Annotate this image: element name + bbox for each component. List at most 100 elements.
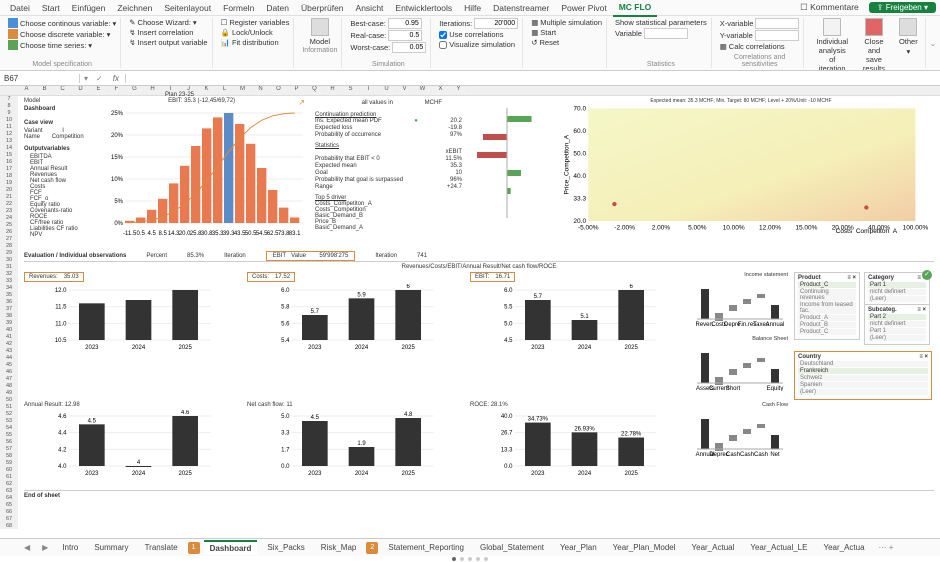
check-icon: ✓ [922, 270, 932, 280]
svg-text:6.0: 6.0 [504, 288, 513, 294]
choose-continuous[interactable]: Choose continous variable: ▾ [8, 18, 116, 28]
realcase-input[interactable] [388, 30, 422, 41]
sheet-nav-next[interactable]: ▶ [38, 543, 52, 552]
choose-discrete[interactable]: Choose discrete variable: ▾ [8, 29, 116, 39]
close-save[interactable]: Close and save results [858, 18, 890, 71]
svg-text:34.73%: 34.73% [528, 417, 549, 423]
sheet-tab-year_actua[interactable]: Year_Actua [817, 541, 870, 554]
reset-sim[interactable]: ↺ Reset [531, 38, 602, 47]
svg-text:22.78%: 22.78% [621, 432, 642, 438]
name-box[interactable]: B67 [0, 74, 80, 83]
sheet-tab-intro[interactable]: Intro [56, 541, 84, 554]
filters: Product≡ × Product_CContinuing revenuesI… [794, 272, 934, 400]
insert-output[interactable]: ↯ Insert output variable [129, 38, 207, 47]
svg-text:4.8: 4.8 [404, 412, 413, 418]
ribbon: Choose continous variable: ▾ Choose disc… [0, 16, 940, 71]
svg-text:2025: 2025 [178, 345, 192, 350]
tab-einfuegen[interactable]: Einfügen [66, 0, 112, 16]
tab-ansicht[interactable]: Ansicht [350, 0, 390, 16]
use-correlations-check[interactable]: Use correlations [439, 30, 518, 39]
tab-ueberpruefen[interactable]: Überprüfen [295, 0, 350, 16]
yvar-input[interactable] [755, 30, 799, 41]
formula-input[interactable] [126, 74, 940, 83]
sheet-tab-year_plan[interactable]: Year_Plan [554, 541, 603, 554]
svg-text:10.00%: 10.00% [723, 225, 745, 232]
multiple-sim[interactable]: ▦ Multiple simulation [531, 18, 602, 27]
register-vars[interactable]: ☐ Register variables [221, 18, 290, 27]
svg-text:20%: 20% [111, 133, 124, 139]
svg-text:5.0: 5.0 [504, 321, 513, 327]
sheet-tab-translate[interactable]: Translate [139, 541, 184, 554]
sheet-tabs: ◀ ▶ IntroSummaryTranslate1DashboardSix_P… [0, 538, 940, 556]
filter-country[interactable]: Country≡ × DeutschlandFrankreichSchweizS… [794, 351, 932, 400]
show-stats[interactable]: Show statistical parameters [615, 18, 707, 27]
tab-daten[interactable]: Daten [260, 0, 295, 16]
ribbon-collapse-icon[interactable]: ⌄ [930, 39, 936, 48]
svg-text:83.1: 83.1 [289, 231, 301, 237]
tab-formeln[interactable]: Formeln [217, 0, 260, 16]
svg-text:40.00%: 40.00% [868, 225, 890, 232]
tab-seitenlayout[interactable]: Seitenlayout [158, 0, 217, 16]
formula-bar: B67 ▾ ✓ fx [0, 71, 940, 86]
tab-powerpivot[interactable]: Power Pivot [555, 0, 612, 16]
individual-analysis[interactable]: Individual analysis of iteration [812, 18, 852, 71]
worstcase-input[interactable] [392, 42, 426, 53]
svg-text:5.6: 5.6 [281, 321, 290, 327]
filter-subcategory[interactable]: Subcateg.≡ × Part 2nicht definiertPart 1… [864, 304, 930, 346]
svg-text:Cash: Cash [740, 452, 754, 457]
insert-correlation[interactable]: ↯ Insert correlation [129, 28, 207, 37]
svg-text:2024: 2024 [132, 345, 146, 350]
sheet-tab-year_actual[interactable]: Year_Actual [686, 541, 741, 554]
comments-button[interactable]: ☐ Kommentare [794, 2, 865, 13]
filter-product[interactable]: Product≡ × Product_CContinuing revenuesI… [794, 272, 860, 340]
svg-text:1.9: 1.9 [357, 441, 366, 447]
sheet-nav-prev[interactable]: ◀ [20, 543, 34, 552]
xvar-input[interactable] [755, 18, 799, 29]
tab-entwickler[interactable]: Entwicklertools [389, 0, 458, 16]
choose-wizard[interactable]: ✎ Choose Wizard: ▾ [129, 18, 207, 27]
svg-text:0.5: 0.5 [137, 231, 146, 237]
fx-icon[interactable]: fx [107, 74, 126, 83]
share-button[interactable]: ⇪ Freigeben ▾ [869, 2, 936, 13]
sheet-tab-dashboard[interactable]: Dashboard [204, 540, 258, 555]
costs-panel: Costs:17.52 5.45.65.86.05.720235.9202462… [247, 272, 464, 356]
svg-text:2023: 2023 [308, 471, 322, 476]
sheet-tab-year_plan_model[interactable]: Year_Plan_Model [607, 541, 682, 554]
tab-datei[interactable]: Datei [4, 0, 36, 16]
svg-text:2.00%: 2.00% [652, 225, 671, 232]
start-sim[interactable]: ▦ Start [531, 28, 602, 37]
net-cashflow-panel: Net cash flow: 11 0.01.73.35.04.520231.9… [247, 402, 464, 486]
sheet-add[interactable]: ⋯ + [879, 543, 894, 552]
tab-mcflo[interactable]: MC FLO [613, 0, 658, 17]
sheet-tab-summary[interactable]: Summary [88, 541, 134, 554]
tab-start[interactable]: Start [36, 0, 66, 16]
variable-input[interactable] [644, 28, 688, 39]
model-button[interactable]: Model [302, 18, 337, 46]
tab-hilfe[interactable]: Hilfe [458, 0, 487, 16]
svg-text:2024: 2024 [355, 471, 369, 476]
lock-unlock[interactable]: 🔒 Lock/Unlock [221, 28, 290, 37]
iterations-input[interactable] [474, 18, 518, 29]
sheet-tab-global_statement[interactable]: Global_Statement [474, 541, 550, 554]
svg-text:12.0: 12.0 [55, 288, 67, 294]
sheet-tab-risk_map[interactable]: Risk_Map [315, 541, 363, 554]
roce-panel: ROCE: 28.1% 0.013.326.740.02023202420253… [470, 402, 687, 486]
bestcase-input[interactable] [388, 18, 422, 29]
calc-correlations[interactable]: ▦ Calc correlations [720, 42, 800, 51]
svg-text:11.0: 11.0 [55, 321, 67, 327]
sheet-tab-six_packs[interactable]: Six_Packs [261, 541, 310, 554]
choose-timeseries[interactable]: Choose time series: ▾ [8, 40, 116, 50]
ribbon-tabs: Datei Start Einfügen Zeichnen Seitenlayo… [0, 0, 940, 16]
other-results[interactable]: Other▾ [896, 18, 921, 71]
svg-text:2023: 2023 [85, 345, 99, 350]
svg-text:2025: 2025 [624, 345, 638, 350]
tab-zeichnen[interactable]: Zeichnen [111, 0, 158, 16]
sheet-tab-year_actual_le[interactable]: Year_Actual_LE [744, 541, 813, 554]
dashboard: Model Dashboard Case view Variant I Name… [24, 98, 934, 525]
svg-text:6.0: 6.0 [281, 288, 290, 294]
fit-dist[interactable]: 📊 Fit distribution [221, 38, 290, 47]
tab-datenstreamer[interactable]: Datenstreamer [487, 0, 555, 16]
sheet-tab-statement_reporting[interactable]: Statement_Reporting [382, 541, 470, 554]
visualize-sim-check[interactable]: Visualize simulation [439, 40, 518, 49]
svg-text:4.0: 4.0 [58, 464, 67, 470]
